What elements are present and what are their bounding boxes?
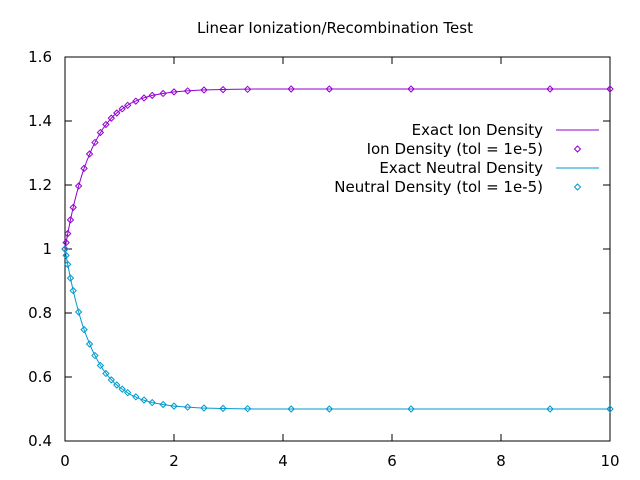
y-tick-label: 0.6 — [28, 368, 52, 386]
data-point-marker — [64, 229, 72, 238]
data-point-marker — [287, 405, 295, 413]
legend-label: Exact Ion Density — [412, 121, 543, 139]
data-point-marker — [80, 164, 88, 173]
legend-label: Neutral Density (tol = 1e-5) — [334, 178, 543, 196]
y-tick-label: 1.6 — [28, 48, 52, 66]
legend-item: Neutral Density (tol = 1e-5) — [334, 178, 582, 196]
x-tick-label: 10 — [600, 452, 619, 470]
data-point-marker — [407, 405, 415, 413]
data-point-marker — [243, 404, 252, 413]
data-point-marker — [102, 369, 110, 378]
data-point-marker — [159, 400, 167, 409]
data-point-marker — [74, 308, 83, 316]
legend-marker-sample — [573, 145, 582, 153]
y-tick-label: 1.2 — [28, 176, 52, 194]
data-point-marker — [107, 376, 116, 384]
data-point-marker — [123, 388, 132, 397]
data-point-marker — [62, 251, 70, 260]
data-point-marker — [118, 385, 126, 393]
chart-title: Linear Ionization/Recombination Test — [197, 19, 473, 37]
data-point-marker — [96, 128, 105, 137]
data-point-marker — [132, 393, 140, 401]
axes: 0 2 4 6 8 10 0.4 0.6 0.8 1 1.2 1.4 1.6 — [28, 48, 619, 470]
y-tick-label: 1 — [42, 240, 52, 258]
data-point-marker — [140, 396, 148, 404]
series-points-1 — [61, 85, 614, 253]
x-tick-label: 2 — [169, 452, 179, 470]
data-point-marker — [170, 402, 178, 410]
data-point-marker — [66, 274, 75, 282]
x-tick-label: 6 — [387, 452, 397, 470]
data-point-marker — [606, 85, 614, 93]
data-point-marker — [325, 405, 334, 413]
data-point-marker — [200, 86, 208, 94]
series-line-2 — [64, 248, 610, 410]
data-point-marker — [91, 351, 99, 360]
plot-frame — [64, 56, 611, 442]
data-point-marker — [159, 89, 167, 98]
data-point-marker — [183, 87, 192, 95]
data-point-marker — [85, 340, 94, 348]
series-points-3 — [61, 245, 614, 413]
data-point-marker — [118, 105, 126, 113]
legend-item: Exact Ion Density — [412, 121, 599, 139]
data-point-marker — [546, 405, 554, 413]
data-point-marker — [102, 120, 110, 129]
data-point-marker — [170, 88, 178, 96]
legend-item: Ion Density (tol = 1e-5) — [367, 140, 582, 158]
data-point-marker — [200, 404, 208, 412]
data-point-marker — [80, 325, 88, 334]
data-point-marker — [61, 245, 69, 253]
data-point-marker — [287, 85, 295, 93]
data-point-marker — [243, 85, 252, 94]
data-point-marker — [107, 114, 116, 122]
data-point-marker — [113, 381, 121, 389]
legend-marker-sample — [573, 183, 582, 191]
x-tick-label: 8 — [496, 452, 506, 470]
data-point-marker — [546, 85, 554, 93]
series-line-0 — [64, 88, 610, 250]
plot-series — [61, 85, 614, 413]
data-point-marker — [219, 85, 227, 94]
data-point-marker — [62, 238, 70, 247]
data-point-marker — [606, 405, 614, 413]
legend-label: Exact Neutral Density — [379, 159, 543, 177]
data-point-marker — [325, 85, 334, 93]
data-point-marker — [69, 203, 77, 212]
y-tick-label: 0.8 — [28, 304, 52, 322]
legend-label: Ion Density (tol = 1e-5) — [367, 140, 543, 158]
data-point-marker — [140, 94, 148, 102]
series-line — [64, 88, 610, 250]
data-point-marker — [148, 398, 156, 407]
data-point-marker — [123, 101, 132, 110]
data-point-marker — [74, 182, 83, 190]
y-tick-label: 1.4 — [28, 112, 52, 130]
y-tick-label: 0.4 — [28, 432, 52, 450]
data-point-marker — [66, 216, 75, 224]
data-point-marker — [132, 97, 140, 105]
data-point-marker — [113, 109, 121, 117]
data-point-marker — [96, 361, 105, 370]
data-point-marker — [219, 404, 227, 413]
legend-item: Exact Neutral Density — [379, 159, 599, 177]
data-point-marker — [85, 150, 94, 158]
series-line — [64, 248, 610, 410]
x-tick-label: 0 — [60, 452, 70, 470]
data-point-marker — [183, 403, 192, 411]
data-point-marker — [407, 85, 415, 93]
data-point-marker — [69, 286, 77, 295]
data-point-marker — [64, 260, 72, 269]
x-tick-label: 4 — [278, 452, 288, 470]
data-point-marker — [91, 138, 99, 147]
data-point-marker — [148, 91, 156, 100]
